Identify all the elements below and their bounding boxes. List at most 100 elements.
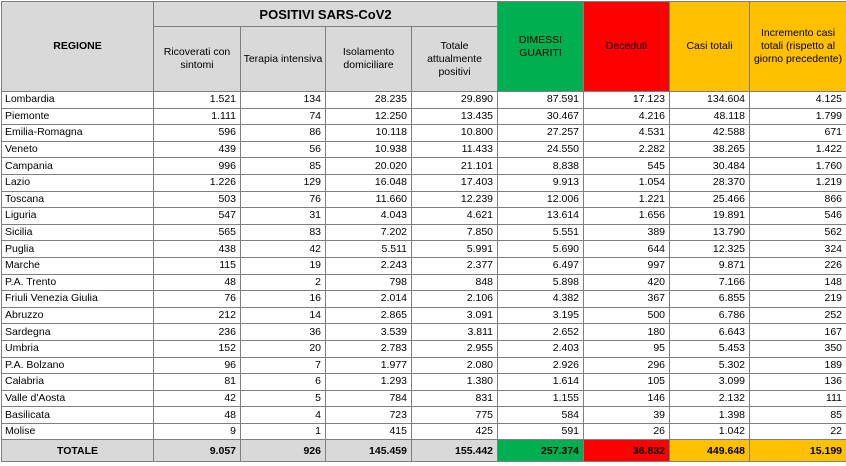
totale-positivi-cell: 2.955 <box>412 340 498 357</box>
incremento-cell: 671 <box>750 125 846 142</box>
total-casi: 449.648 <box>670 440 750 462</box>
casi-totali-cell: 5.453 <box>670 340 750 357</box>
isolamento-cell: 10.938 <box>326 141 412 158</box>
region-name: Liguria <box>2 208 154 225</box>
incremento-cell: 546 <box>750 208 846 225</box>
positive-group-header: POSITIVI SARS-CoV2 <box>154 2 498 27</box>
casi-totali-cell: 42.588 <box>670 125 750 142</box>
isolamento-cell: 784 <box>326 390 412 407</box>
incremento-column-header: Incremento casi totali (rispetto al gior… <box>750 2 846 92</box>
ricoverati-cell: 48 <box>154 274 241 291</box>
terapia-cell: 86 <box>241 125 326 142</box>
ricoverati-cell: 212 <box>154 307 241 324</box>
deceduti-cell: 39 <box>584 407 670 424</box>
incremento-cell: 148 <box>750 274 846 291</box>
deceduti-cell: 644 <box>584 241 670 258</box>
region-name: Lazio <box>2 174 154 191</box>
terapia-cell: 16 <box>241 291 326 308</box>
total-ricoverati: 9.057 <box>154 440 241 462</box>
terapia-cell: 129 <box>241 174 326 191</box>
totale-positivi-cell: 425 <box>412 423 498 440</box>
ricoverati-cell: 596 <box>154 125 241 142</box>
dimessi-cell: 2.403 <box>498 340 584 357</box>
region-name: Sardegna <box>2 324 154 341</box>
incremento-cell: 219 <box>750 291 846 308</box>
region-name: Basilicata <box>2 407 154 424</box>
deceduti-cell: 2.282 <box>584 141 670 158</box>
deceduti-cell: 17.123 <box>584 92 670 109</box>
incremento-cell: 167 <box>750 324 846 341</box>
region-name: P.A. Trento <box>2 274 154 291</box>
casi-totali-cell: 25.466 <box>670 191 750 208</box>
totale-positivi-cell: 12.239 <box>412 191 498 208</box>
deceduti-cell: 1.656 <box>584 208 670 225</box>
ricoverati-cell: 439 <box>154 141 241 158</box>
casi-totali-cell: 13.790 <box>670 224 750 241</box>
ricoverati-cell: 152 <box>154 340 241 357</box>
ricoverati-cell: 1.226 <box>154 174 241 191</box>
dimessi-cell: 2.652 <box>498 324 584 341</box>
incremento-cell: 22 <box>750 423 846 440</box>
isolamento-cell: 11.660 <box>326 191 412 208</box>
region-name: Molise <box>2 423 154 440</box>
incremento-cell: 111 <box>750 390 846 407</box>
ricoverati-cell: 996 <box>154 158 241 175</box>
incremento-cell: 136 <box>750 374 846 391</box>
ricoverati-cell: 81 <box>154 374 241 391</box>
casi-totali-cell: 6.786 <box>670 307 750 324</box>
terapia-cell: 20 <box>241 340 326 357</box>
ricoverati-cell: 438 <box>154 241 241 258</box>
totale-positivi-cell: 3.811 <box>412 324 498 341</box>
region-column-header: REGIONE <box>2 2 154 92</box>
casi-totali-cell: 3.099 <box>670 374 750 391</box>
casi-totali-column-header: Casi totali <box>670 2 750 92</box>
incremento-cell: 1.799 <box>750 108 846 125</box>
region-name: Toscana <box>2 191 154 208</box>
casi-totali-cell: 30.484 <box>670 158 750 175</box>
deceduti-column-header: Deceduti <box>584 2 670 92</box>
totale-positivi-cell: 10.800 <box>412 125 498 142</box>
isolamento-cell: 1.977 <box>326 357 412 374</box>
incremento-cell: 226 <box>750 257 846 274</box>
region-name: P.A. Bolzano <box>2 357 154 374</box>
isolamento-cell: 1.293 <box>326 374 412 391</box>
terapia-cell: 1 <box>241 423 326 440</box>
dimessi-cell: 30.467 <box>498 108 584 125</box>
region-name: Umbria <box>2 340 154 357</box>
deceduti-cell: 4.216 <box>584 108 670 125</box>
region-name: Puglia <box>2 241 154 258</box>
isolamento-cell: 7.202 <box>326 224 412 241</box>
casi-totali-cell: 6.643 <box>670 324 750 341</box>
incremento-cell: 562 <box>750 224 846 241</box>
region-name: Friuli Venezia Giulia <box>2 291 154 308</box>
ricoverati-cell: 9 <box>154 423 241 440</box>
terapia-cell: 4 <box>241 407 326 424</box>
ricoverati-cell: 503 <box>154 191 241 208</box>
dimessi-cell: 1.614 <box>498 374 584 391</box>
dimessi-cell: 13.614 <box>498 208 584 225</box>
terapia-cell: 2 <box>241 274 326 291</box>
deceduti-cell: 95 <box>584 340 670 357</box>
dimessi-cell: 5.690 <box>498 241 584 258</box>
totale-positivi-cell: 848 <box>412 274 498 291</box>
isolamento-cell: 3.539 <box>326 324 412 341</box>
terapia-cell: 6 <box>241 374 326 391</box>
casi-totali-cell: 7.166 <box>670 274 750 291</box>
isolamento-cell: 798 <box>326 274 412 291</box>
casi-totali-cell: 134.604 <box>670 92 750 109</box>
dimessi-cell: 4.382 <box>498 291 584 308</box>
dimessi-cell: 24.550 <box>498 141 584 158</box>
dimessi-cell: 3.195 <box>498 307 584 324</box>
ricoverati-cell: 42 <box>154 390 241 407</box>
terapia-cell: 83 <box>241 224 326 241</box>
isolamento-cell: 2.243 <box>326 257 412 274</box>
